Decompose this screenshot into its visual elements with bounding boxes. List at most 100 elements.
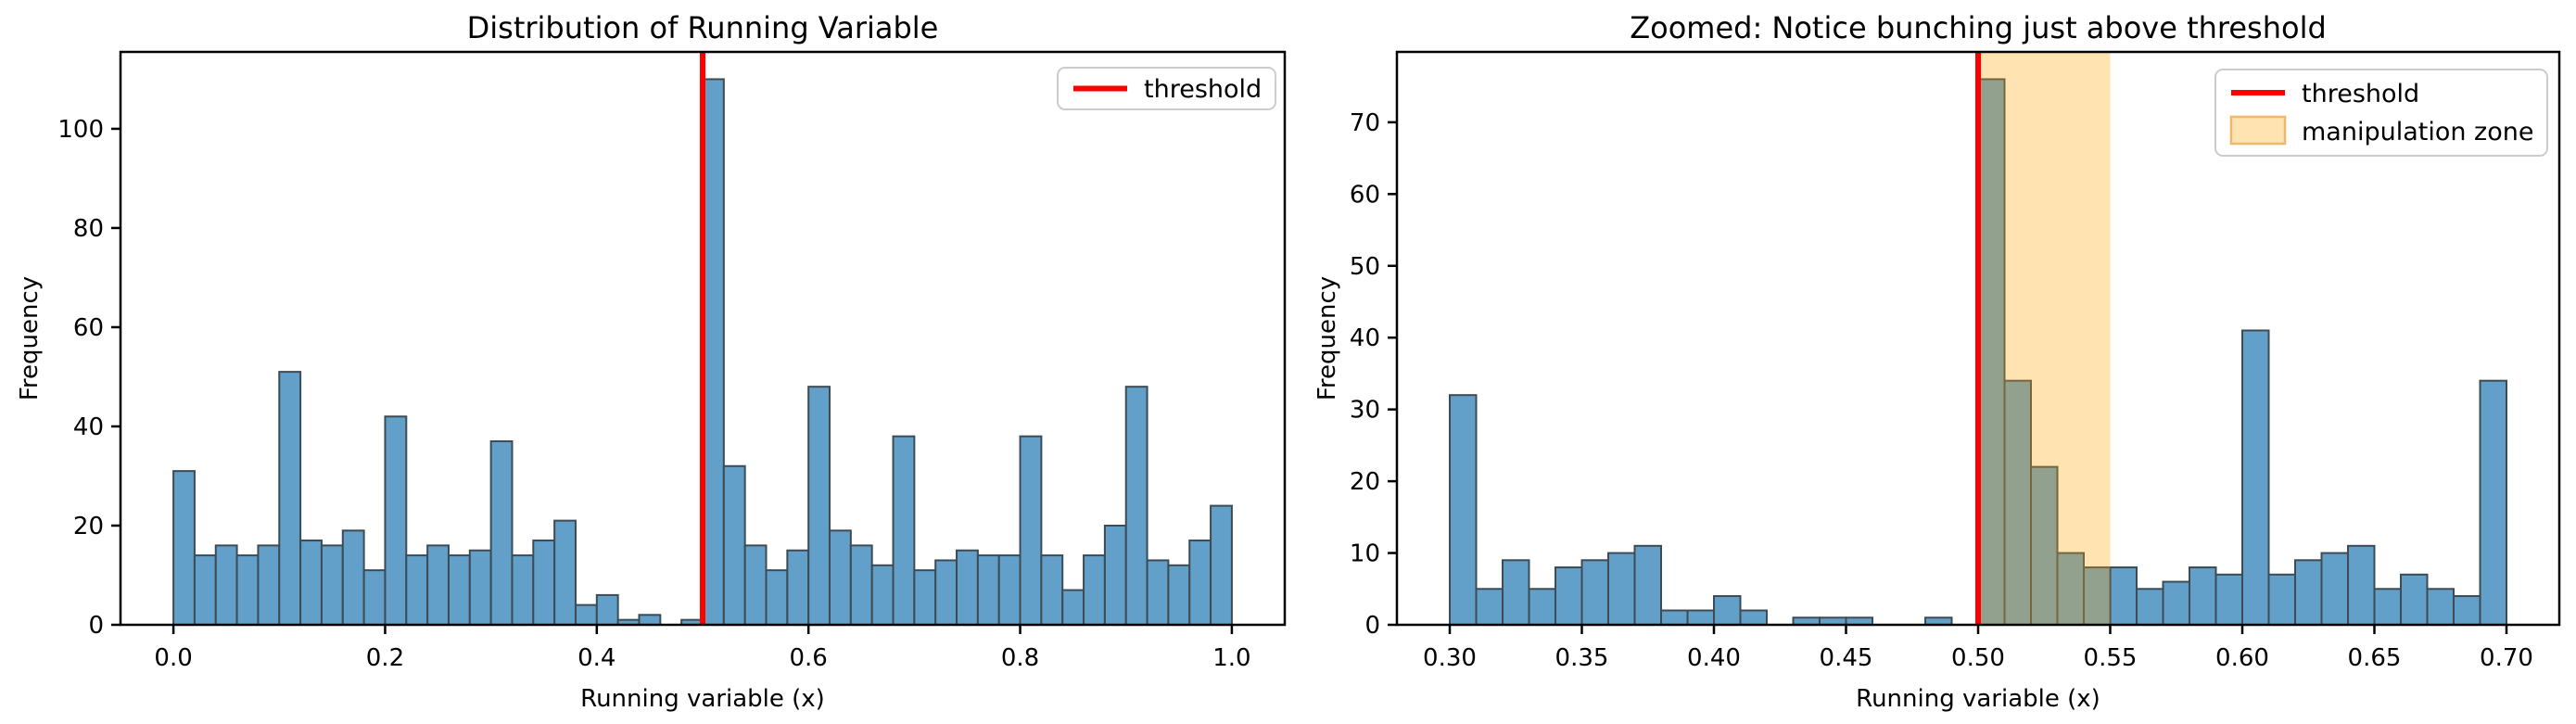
x-tick-label: 0.6 — [790, 644, 828, 672]
hist-bar — [235, 554, 260, 626]
hist-bar — [743, 544, 768, 626]
manipulation-zone-legend-label: manipulation zone — [2302, 118, 2533, 146]
x-tick-label: 1.0 — [1212, 644, 1250, 672]
hist-bar — [2347, 544, 2376, 626]
y-tick-label: 100 — [57, 116, 104, 144]
hist-bar — [1739, 609, 1768, 627]
x-tick-label: 0.55 — [2084, 644, 2138, 672]
y-tick-label: 40 — [73, 413, 104, 441]
hist-bar — [1607, 552, 1636, 627]
y-tick-label: 60 — [1350, 181, 1380, 209]
y-tick-label: 40 — [1350, 324, 1380, 352]
threshold-legend-label: threshold — [1144, 75, 1262, 104]
hist-bar — [1167, 564, 1191, 627]
right-chart-xlabel: Running variable (x) — [1856, 685, 2100, 713]
y-tick-label: 80 — [73, 215, 104, 243]
hist-bar — [1528, 588, 1556, 627]
hist-bar — [1061, 589, 1085, 627]
hist-bar — [2373, 588, 2402, 627]
hist-bar — [278, 371, 302, 626]
hist-bar — [1449, 394, 1478, 626]
hist-bar — [1502, 559, 1530, 627]
hist-bar — [1083, 554, 1106, 626]
hist-bar — [532, 540, 556, 626]
hist-bar — [489, 440, 514, 626]
x-tick-label: 0.30 — [1423, 644, 1477, 672]
y-tick-label: 0 — [1364, 612, 1380, 640]
hist-bar — [1660, 609, 1689, 627]
x-tick-label: 0.45 — [1820, 644, 1873, 672]
hist-bar — [765, 569, 789, 627]
hist-bar — [468, 549, 492, 626]
threshold-legend-label: threshold — [2302, 80, 2419, 108]
hist-bar — [214, 544, 238, 626]
hist-bar — [870, 564, 895, 627]
hist-bar — [1580, 559, 1609, 627]
hist-bar — [702, 78, 725, 626]
hist-bar — [405, 554, 429, 626]
hist-bar — [2030, 465, 2059, 626]
hist-bar — [1554, 566, 1583, 626]
hist-bar — [997, 554, 1022, 626]
hist-bar — [447, 554, 471, 626]
x-tick-label: 0.4 — [577, 644, 615, 672]
hist-bar — [934, 559, 958, 626]
hist-bar — [2267, 573, 2296, 627]
hist-bar — [1713, 595, 1742, 627]
right-chart-ylabel: Frequency — [1313, 276, 1341, 400]
axes-spines — [119, 50, 1287, 627]
x-tick-label: 0.35 — [1555, 644, 1609, 672]
legend-box — [2214, 69, 2548, 157]
hist-bar — [2162, 580, 2190, 626]
left-chart: 0.0 0.2 0.4 0.6 0.8 1.0 0 20 40 60 80 100 — [57, 50, 1287, 672]
hist-bar — [1019, 435, 1043, 626]
x-tick-label: 0.0 — [154, 644, 192, 672]
hist-bar — [2400, 573, 2429, 627]
manipulation-zone-legend-swatch — [2229, 115, 2287, 146]
hist-bar — [1475, 588, 1504, 627]
y-tick-label: 20 — [73, 513, 104, 540]
hist-bar — [2241, 329, 2270, 626]
right-chart-legend: threshold manipulation zone — [2214, 69, 2548, 157]
hist-bar — [2136, 588, 2164, 627]
hist-bar — [786, 549, 810, 626]
y-tick-label: 30 — [1350, 397, 1380, 425]
hist-bar — [511, 554, 535, 626]
hist-bar — [1633, 544, 1662, 626]
hist-bar — [913, 569, 937, 627]
y-tick-label: 50 — [1350, 253, 1380, 281]
hist-bar — [807, 386, 831, 626]
y-tick-label: 60 — [73, 314, 104, 342]
left-chart-legend: threshold — [1057, 67, 1276, 110]
hist-bar — [257, 544, 281, 626]
hist-bar — [849, 544, 873, 626]
y-tick-label: 10 — [1350, 540, 1380, 568]
right-chart-title: Zoomed: Notice bunching just above thres… — [1630, 10, 2327, 45]
hist-bar — [1040, 554, 1064, 626]
manipulation-zone — [1978, 52, 2111, 625]
left-chart-ylabel: Frequency — [16, 276, 44, 400]
left-chart-title: Distribution of Running Variable — [467, 10, 939, 45]
hist-bar — [2426, 588, 2455, 627]
hist-bar — [1188, 540, 1212, 626]
hist-bar — [2320, 552, 2349, 627]
hist-bar — [426, 544, 450, 626]
x-tick-label: 0.60 — [2215, 644, 2269, 672]
hist-bar — [2083, 566, 2112, 626]
hist-bar — [1146, 559, 1170, 626]
hist-bar — [553, 519, 577, 626]
hist-bar — [2189, 566, 2217, 626]
x-tick-label: 0.70 — [2480, 644, 2533, 672]
right-chart: 0.30 0.35 0.40 0.45 0.50 0.55 0.60 0.65 0.70 0 10 2… — [1350, 50, 2561, 672]
hist-bar — [722, 464, 746, 627]
hist-bar — [362, 569, 387, 627]
hist-bar — [1103, 524, 1127, 626]
hist-bar — [299, 540, 323, 626]
y-tick-label: 0 — [88, 612, 104, 640]
legend-box — [1057, 67, 1276, 110]
hist-bar — [1686, 609, 1715, 627]
hist-bar — [172, 470, 196, 627]
hist-bar — [1977, 78, 2006, 626]
hist-bar — [193, 554, 217, 626]
hist-bar — [341, 529, 365, 626]
